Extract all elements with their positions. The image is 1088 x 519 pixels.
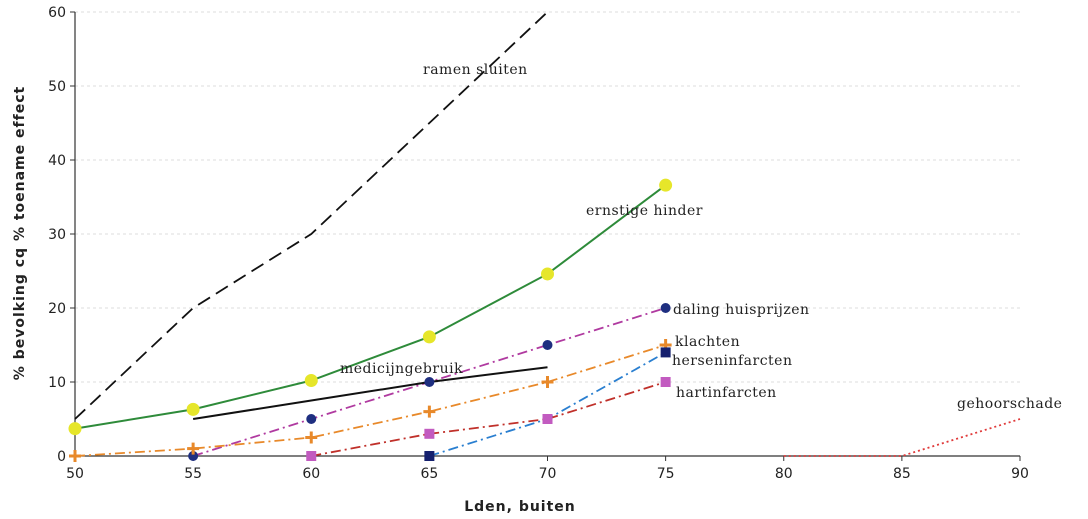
data-point-ernstige-hinder-50: [69, 423, 81, 435]
x-tick-label-90: 90: [1011, 466, 1029, 482]
data-point-ernstige-hinder-70: [542, 268, 554, 280]
x-axis-title: Lden, buiten: [464, 499, 576, 515]
series-markers: [69, 179, 672, 462]
y-tick-label-30: 30: [48, 227, 66, 243]
y-tick-label-60: 60: [48, 5, 66, 21]
series-label-hartinfarcten: hartinfarcten: [676, 385, 777, 401]
x-tick-labels: 50 55 60 65 70 75 80 85 90: [66, 456, 1029, 482]
y-tick-label-0: 0: [57, 449, 66, 465]
data-point-klachten-65: [423, 406, 435, 418]
series-label-ramen-sluiten: ramen sluiten: [423, 62, 528, 78]
y-tick-label-50: 50: [48, 79, 66, 95]
data-point-hartinfarcten-70: [543, 414, 553, 424]
data-point-klachten-55: [187, 443, 199, 455]
x-tick-label-55: 55: [184, 466, 202, 482]
data-point-klachten-70: [542, 376, 554, 388]
series-line-gehoorschade: [784, 419, 1020, 456]
x-tick-label-75: 75: [657, 466, 675, 482]
data-point-herseninfarcten-65: [424, 451, 434, 461]
data-point-ernstige-hinder-60: [305, 375, 317, 387]
series-labels: ramen sluiten ernstige hinder daling huisp…: [340, 62, 1062, 412]
data-point-hartinfarcten-60: [306, 451, 316, 461]
y-tick-label-10: 10: [48, 375, 66, 391]
data-point-hartinfarcten-75: [661, 377, 671, 387]
data-point-ernstige-hinder-75: [660, 179, 672, 191]
series-label-herseninfarcten: herseninfarcten: [672, 353, 792, 369]
x-tick-label-70: 70: [539, 466, 557, 482]
data-point-daling-huisprijzen-65: [425, 378, 434, 387]
data-point-daling-huisprijzen-70: [543, 341, 552, 350]
x-tick-label-80: 80: [775, 466, 793, 482]
x-tick-label-60: 60: [302, 466, 320, 482]
data-point-ernstige-hinder-65: [423, 331, 435, 343]
x-tick-label-50: 50: [66, 466, 84, 482]
series-label-daling-huisprijzen: daling huisprijzen: [673, 302, 810, 318]
series-label-ernstige-hinder: ernstige hinder: [586, 203, 703, 219]
data-point-herseninfarcten-75: [661, 347, 671, 357]
y-axis-title: % bevolking cq % toename effect: [12, 86, 28, 380]
y-tick-label-40: 40: [48, 153, 66, 169]
y-tick-label-20: 20: [48, 301, 66, 317]
series-label-klachten: klachten: [675, 334, 740, 350]
x-tick-label-65: 65: [420, 466, 438, 482]
data-point-daling-huisprijzen-60: [307, 415, 316, 424]
data-point-klachten-50: [69, 450, 81, 462]
grid-lines: [75, 12, 1020, 382]
series-label-gehoorschade: gehoorschade: [957, 396, 1062, 412]
series-label-medicijngebruik: medicijngebruik: [340, 361, 463, 377]
series-lines: [75, 12, 1020, 456]
data-point-daling-huisprijzen-75: [661, 304, 670, 313]
axes: [75, 12, 1020, 456]
y-tick-labels: 0 10 20 30 40 50 60: [48, 5, 75, 465]
x-tick-label-85: 85: [893, 466, 911, 482]
data-point-hartinfarcten-65: [424, 429, 434, 439]
data-point-klachten-60: [305, 432, 317, 444]
data-point-ernstige-hinder-55: [187, 403, 199, 415]
